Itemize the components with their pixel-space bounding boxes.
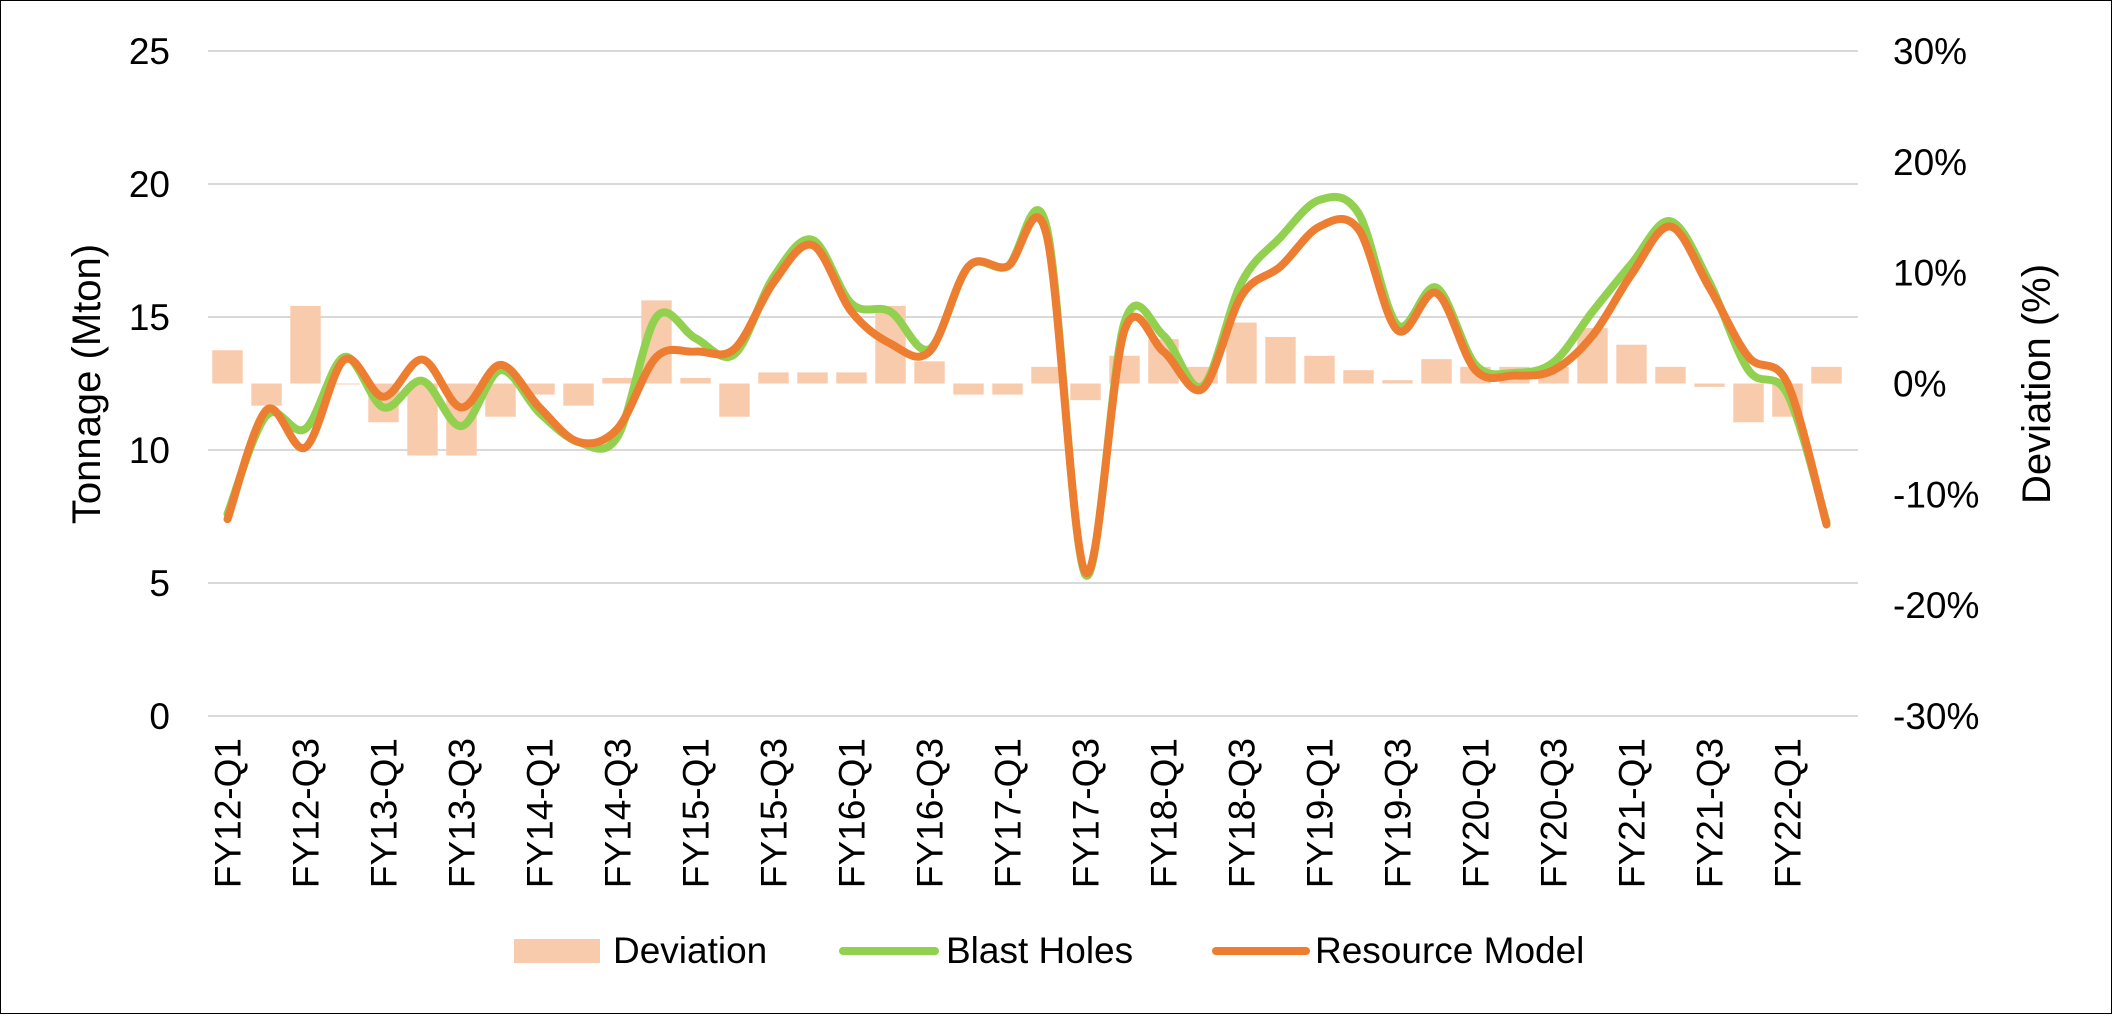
legend-item-blast-holes: Blast Holes bbox=[839, 930, 1133, 971]
deviation-bar-fy17-q1 bbox=[992, 383, 1023, 395]
y-tick-right-0: -30% bbox=[1893, 696, 1979, 737]
deviation-bar-fy22-q2 bbox=[1811, 366, 1842, 384]
x-tick-fy19-q1: FY19-Q1 bbox=[1300, 738, 1341, 888]
y-tick-right-5: 20% bbox=[1893, 142, 1967, 183]
x-tick-fy18-q3: FY18-Q3 bbox=[1222, 738, 1263, 888]
x-tick-fy19-q3: FY19-Q3 bbox=[1378, 738, 1419, 888]
deviation-bar-fy17-q2 bbox=[1031, 366, 1062, 384]
deviation-bar-fy13-q4 bbox=[485, 383, 516, 417]
x-tick-fy14-q3: FY14-Q3 bbox=[598, 738, 639, 888]
x-tick-fy15-q1: FY15-Q1 bbox=[676, 738, 717, 888]
left-axis-ticks: 0 5 10 15 20 25 bbox=[129, 31, 170, 737]
deviation-bar-fy14-q2 bbox=[563, 383, 594, 406]
deviation-bar-fy21-q4 bbox=[1733, 383, 1764, 423]
x-tick-fy12-q1: FY12-Q1 bbox=[208, 738, 249, 888]
x-tick-fy17-q1: FY17-Q1 bbox=[988, 738, 1029, 888]
x-tick-fy13-q1: FY13-Q1 bbox=[364, 738, 405, 888]
deviation-bar-fy12-q2 bbox=[251, 383, 282, 406]
y-axis-title-right: Deviation (%) bbox=[2015, 264, 2059, 504]
y-tick-left-2: 10 bbox=[129, 430, 170, 471]
y-tick-right-6: 30% bbox=[1893, 31, 1967, 72]
legend-label-blast-holes: Blast Holes bbox=[946, 930, 1133, 971]
deviation-bar-fy14-q3 bbox=[602, 377, 633, 384]
y-tick-left-3: 15 bbox=[129, 297, 170, 338]
y-tick-right-3: 0% bbox=[1893, 364, 1946, 405]
x-tick-fy13-q3: FY13-Q3 bbox=[442, 738, 483, 888]
legend-label-resource-model: Resource Model bbox=[1315, 930, 1584, 971]
deviation-bar-fy19-q2 bbox=[1343, 370, 1374, 384]
x-tick-fy14-q1: FY14-Q1 bbox=[520, 738, 561, 888]
deviation-bar-fy19-q4 bbox=[1421, 359, 1452, 384]
deviation-bar-fy12-q3 bbox=[290, 305, 321, 384]
line-resource-model bbox=[223, 213, 1831, 577]
deviation-bar-fy12-q1 bbox=[212, 350, 243, 384]
deviation-bar-fy15-q4 bbox=[797, 372, 828, 384]
deviation-bar-fy19-q1 bbox=[1304, 355, 1335, 384]
gridlines bbox=[208, 50, 1858, 717]
deviation-bar-fy21-q1 bbox=[1616, 344, 1647, 384]
y-axis-title-left: Tonnage (Mton) bbox=[65, 244, 109, 524]
x-tick-fy22-q1: FY22-Q1 bbox=[1768, 738, 1809, 888]
series-lines bbox=[223, 192, 1831, 580]
deviation-bar-fy21-q3 bbox=[1694, 383, 1725, 387]
x-tick-fy18-q1: FY18-Q1 bbox=[1144, 738, 1185, 888]
deviation-bar-fy19-q3 bbox=[1382, 380, 1413, 384]
legend-item-resource-model: Resource Model bbox=[1212, 930, 1584, 971]
x-tick-fy16-q3: FY16-Q3 bbox=[910, 738, 951, 888]
x-tick-fy21-q1: FY21-Q1 bbox=[1612, 738, 1653, 888]
x-tick-fy17-q3: FY17-Q3 bbox=[1066, 738, 1107, 888]
x-tick-fy20-q3: FY20-Q3 bbox=[1534, 738, 1575, 888]
x-axis-ticks: FY12-Q1 FY12-Q3 FY13-Q1 FY13-Q3 FY14-Q1 FY14-… bbox=[208, 738, 1809, 888]
y-tick-left-1: 5 bbox=[149, 563, 170, 604]
legend-item-deviation: Deviation bbox=[514, 930, 767, 971]
deviation-bar-fy16-q4 bbox=[953, 383, 984, 395]
y-tick-left-4: 20 bbox=[129, 164, 170, 205]
deviation-bar-fy15-q2 bbox=[719, 383, 750, 417]
x-tick-fy16-q1: FY16-Q1 bbox=[832, 738, 873, 888]
deviation-bar-fy18-q4 bbox=[1265, 336, 1296, 384]
deviation-bar-fy18-q3 bbox=[1226, 322, 1257, 384]
x-tick-fy20-q1: FY20-Q1 bbox=[1456, 738, 1497, 888]
x-tick-fy15-q3: FY15-Q3 bbox=[754, 738, 795, 888]
legend-swatch-deviation bbox=[514, 939, 600, 963]
x-tick-fy21-q3: FY21-Q3 bbox=[1690, 738, 1731, 888]
y-tick-right-1: -20% bbox=[1893, 585, 1979, 626]
deviation-bar-fy16-q3 bbox=[914, 361, 945, 384]
y-tick-right-4: 10% bbox=[1893, 253, 1967, 294]
deviation-bar-fy12-q4 bbox=[329, 383, 360, 385]
right-axis-ticks: -30% -20% -10% 0% 10% 20% 30% bbox=[1893, 31, 1979, 737]
deviation-bar-fy21-q2 bbox=[1655, 366, 1686, 384]
x-tick-fy12-q3: FY12-Q3 bbox=[286, 738, 327, 888]
deviation-bar-fy17-q3 bbox=[1070, 383, 1101, 401]
deviation-bar-fy14-q1 bbox=[524, 383, 555, 395]
deviation-bar-fy15-q3 bbox=[758, 372, 789, 384]
y-tick-left-5: 25 bbox=[129, 31, 170, 72]
deviation-bar-fy15-q1 bbox=[680, 377, 711, 384]
deviation-bar-fy16-q1 bbox=[836, 372, 867, 384]
y-tick-left-0: 0 bbox=[149, 696, 170, 737]
legend-label-deviation: Deviation bbox=[613, 930, 767, 971]
y-tick-right-2: -10% bbox=[1893, 474, 1979, 515]
legend: Deviation Blast Holes Resource Model bbox=[514, 930, 1584, 971]
